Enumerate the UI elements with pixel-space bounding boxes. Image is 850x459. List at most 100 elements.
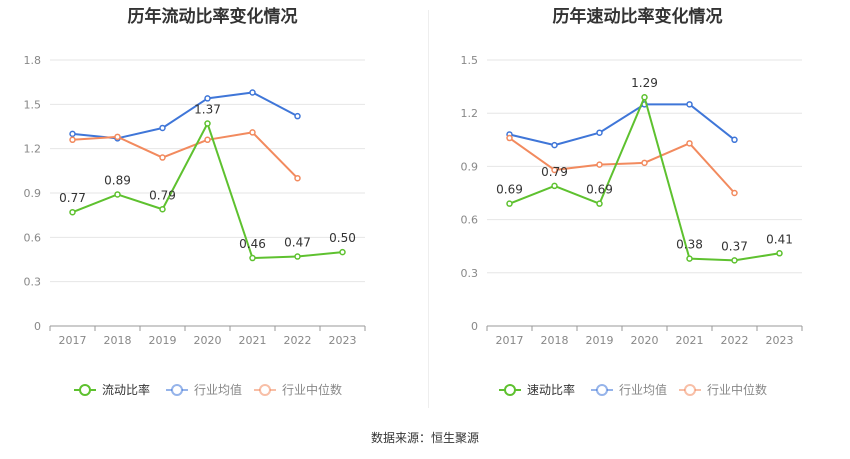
data-point[interactable] — [69, 130, 76, 138]
y-tick-label: 1.8 — [24, 54, 42, 67]
x-tick-label: 2023 — [766, 334, 794, 347]
data-point[interactable] — [551, 182, 558, 190]
data-point[interactable] — [204, 120, 211, 127]
data-label: 0.89 — [104, 173, 131, 187]
x-tick-label: 2022 — [284, 334, 312, 347]
legend-label: 速动比率 — [527, 382, 575, 397]
data-point[interactable] — [596, 161, 603, 168]
data-point[interactable] — [249, 89, 256, 96]
data-point[interactable] — [294, 112, 301, 120]
y-tick-label: 0 — [34, 320, 41, 333]
quick-ratio-panel: 历年速动比率变化情况 0 0.3 0.6 0.9 1.2 1.5 2017 2018 2019 2… — [425, 0, 850, 420]
data-point[interactable] — [249, 254, 256, 262]
x-tick-label: 2023 — [329, 334, 357, 347]
legend-item[interactable]: 流动比率 — [74, 382, 150, 397]
data-point[interactable] — [204, 136, 211, 144]
data-label: 1.37 — [194, 103, 221, 117]
data-point[interactable] — [731, 189, 738, 197]
legend-item[interactable]: 行业中位数 — [254, 382, 342, 397]
data-label: 0.46 — [239, 237, 266, 251]
data-point[interactable] — [641, 159, 648, 167]
y-tick-label: 1.2 — [461, 107, 479, 120]
x-tick-label: 2018 — [104, 334, 132, 347]
data-label: 0.37 — [721, 239, 748, 253]
legend-label: 行业中位数 — [707, 382, 767, 397]
data-label: 0.47 — [284, 236, 311, 250]
legend-label: 行业均值 — [619, 382, 667, 397]
data-point[interactable] — [506, 200, 513, 207]
x-tick-label: 2017 — [59, 334, 87, 347]
legend-item[interactable]: 行业均值 — [591, 382, 667, 397]
data-point[interactable] — [596, 129, 603, 136]
y-tick-label: 0.6 — [461, 214, 479, 227]
data-point[interactable] — [339, 248, 346, 256]
x-tick-label: 2020 — [631, 334, 659, 347]
y-tick-label: 0.9 — [24, 187, 42, 200]
x-tick-label: 2019 — [149, 334, 177, 347]
data-point[interactable] — [69, 208, 76, 216]
series-line — [508, 137, 736, 194]
data-point[interactable] — [686, 140, 693, 147]
legend-item[interactable]: 速动比率 — [499, 382, 575, 397]
current-ratio-chart: 0 0.3 0.6 0.9 1.2 1.5 1.8 2017 2018 2019 2020 2021 2… — [24, 54, 366, 397]
series-line — [72, 131, 299, 179]
legend-label: 行业均值 — [194, 382, 242, 397]
x-tick-label: 2022 — [721, 334, 749, 347]
data-point[interactable] — [114, 133, 121, 141]
y-tick-label: 1.5 — [461, 54, 479, 67]
y-tick-label: 1.2 — [24, 143, 42, 156]
data-point[interactable] — [731, 136, 738, 144]
x-tick-label: 2021 — [676, 334, 704, 347]
data-point[interactable] — [551, 141, 558, 149]
data-label: 1.29 — [631, 76, 658, 90]
data-point[interactable] — [641, 93, 648, 101]
panel-divider — [428, 10, 429, 408]
data-point[interactable] — [159, 154, 166, 161]
legend-item[interactable]: 行业中位数 — [679, 382, 767, 397]
data-point[interactable] — [114, 191, 121, 198]
current-ratio-panel: 历年流动比率变化情况 0 0.3 0.6 0.9 1.2 1.5 1.8 2017 2018 20… — [0, 0, 425, 420]
x-tick-label: 2021 — [239, 334, 267, 347]
data-label: 0.79 — [149, 188, 176, 202]
data-label: 0.69 — [586, 183, 613, 197]
data-point[interactable] — [551, 166, 558, 174]
data-point[interactable] — [69, 136, 76, 144]
x-tick-label: 2017 — [496, 334, 524, 347]
y-tick-label: 1.5 — [24, 98, 42, 111]
data-point[interactable] — [204, 95, 211, 102]
chart-title: 历年流动比率变化情况 — [127, 7, 298, 27]
x-tick-label: 2020 — [194, 334, 222, 347]
data-point[interactable] — [686, 255, 693, 262]
data-label: 0.77 — [59, 191, 86, 205]
x-tick-label: 2018 — [541, 334, 569, 347]
data-point[interactable] — [159, 206, 166, 213]
data-point[interactable] — [506, 134, 513, 142]
legend-marker-icon — [504, 384, 516, 396]
data-point[interactable] — [731, 257, 738, 264]
legend-label: 流动比率 — [102, 382, 150, 397]
data-label: 0.41 — [766, 232, 793, 246]
data-point[interactable] — [294, 174, 301, 182]
y-tick-label: 0.3 — [461, 267, 479, 280]
data-point[interactable] — [596, 200, 603, 207]
legend-marker-icon — [684, 384, 696, 396]
data-point[interactable] — [776, 250, 783, 257]
series-line — [509, 103, 736, 147]
data-point[interactable] — [249, 129, 256, 136]
data-point[interactable] — [159, 124, 166, 132]
legend-label: 行业中位数 — [282, 382, 342, 397]
legend-marker-icon — [79, 384, 91, 396]
data-label: 0.50 — [329, 231, 356, 245]
data-point[interactable] — [294, 253, 301, 260]
series-line — [72, 91, 298, 140]
legend-item[interactable]: 行业均值 — [166, 382, 242, 397]
legend-marker-icon — [171, 384, 183, 396]
legend-marker-icon — [596, 384, 608, 396]
data-point[interactable] — [686, 101, 693, 108]
x-tick-label: 2019 — [586, 334, 614, 347]
y-tick-label: 0.9 — [461, 160, 479, 173]
data-label: 0.38 — [676, 238, 703, 252]
y-tick-label: 0.3 — [24, 276, 42, 289]
y-tick-label: 0 — [471, 320, 478, 333]
quick-ratio-chart: 0 0.3 0.6 0.9 1.2 1.5 2017 2018 2019 2020 2021 2022… — [461, 54, 803, 397]
